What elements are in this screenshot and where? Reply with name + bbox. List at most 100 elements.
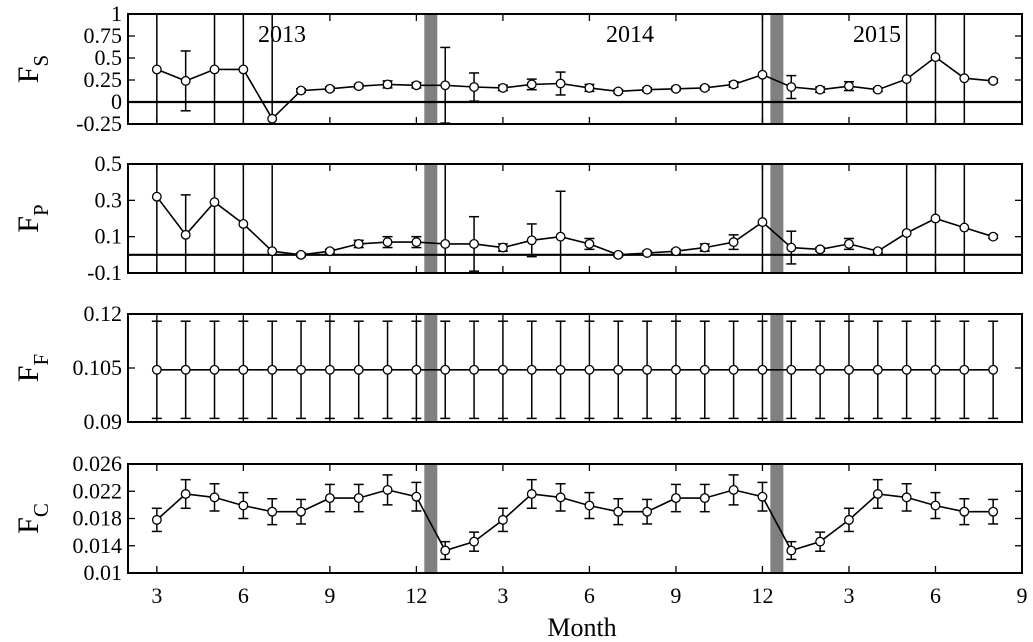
year-separator	[424, 164, 438, 273]
data-point	[930, 364, 941, 375]
data-point	[497, 82, 508, 93]
data-point	[613, 506, 624, 517]
y-axis-label: FS	[12, 55, 53, 83]
data-point	[497, 242, 508, 253]
data-point	[353, 81, 364, 92]
series-c	[151, 474, 999, 561]
data-point	[411, 80, 422, 91]
data-point	[209, 64, 220, 75]
data-point	[469, 82, 480, 92]
data-point	[584, 82, 595, 93]
data-point	[555, 231, 566, 242]
data-point	[988, 506, 999, 517]
data-point	[988, 231, 999, 242]
data-point	[613, 364, 624, 375]
y-tick-label: 0.12	[84, 301, 123, 326]
data-point	[584, 500, 595, 511]
data-point	[815, 536, 826, 547]
data-point	[324, 364, 335, 375]
data-point	[382, 484, 393, 495]
data-point	[555, 78, 566, 89]
data-point	[469, 364, 480, 375]
y-tick-label: 0.1	[95, 224, 123, 249]
data-point	[699, 493, 710, 504]
data-point	[872, 84, 883, 95]
data-point	[267, 364, 278, 375]
data-point	[296, 85, 306, 96]
data-point	[613, 86, 624, 97]
x-tick-label: 9	[324, 583, 335, 608]
data-point	[757, 364, 768, 375]
data-point	[786, 545, 797, 556]
y-tick-label: 0.25	[84, 67, 123, 92]
data-point	[901, 228, 912, 238]
year-separator	[424, 464, 438, 573]
data-point	[526, 235, 537, 246]
data-point	[872, 246, 883, 257]
data-point	[959, 73, 970, 84]
series-line	[156, 489, 994, 552]
axes-frame	[127, 463, 1023, 574]
data-point	[469, 238, 480, 249]
data-point	[584, 238, 595, 249]
data-point	[699, 364, 710, 375]
axes-frame	[127, 313, 1023, 423]
data-point	[469, 536, 480, 547]
data-point	[786, 364, 797, 375]
data-point	[555, 492, 566, 503]
panel-p: -0.1 0.1 0.3 0.5 FP	[12, 151, 1023, 285]
data-point	[872, 364, 883, 375]
data-point	[988, 364, 999, 375]
data-point	[440, 80, 451, 91]
data-point	[930, 500, 941, 511]
panel-f: 0.09 0.105 0.12 FF	[12, 301, 1023, 434]
year-separator	[770, 314, 784, 422]
data-point	[901, 364, 912, 375]
data-point	[844, 514, 854, 525]
y-tick-label: 0.5	[95, 151, 123, 176]
data-point	[440, 364, 451, 375]
data-point	[324, 83, 335, 94]
y-tick-label: 0.01	[84, 560, 123, 585]
y-tick-label: 0	[111, 89, 122, 114]
data-point	[151, 64, 162, 75]
year-label-2015: 2015	[853, 22, 901, 48]
data-point	[382, 364, 393, 375]
data-point	[728, 237, 739, 248]
y-tick-label: 1	[111, 1, 122, 26]
data-point	[815, 84, 826, 95]
year-separator	[770, 14, 784, 124]
data-point	[353, 364, 364, 375]
data-point	[526, 489, 537, 499]
x-tick-label: 6	[238, 583, 249, 608]
data-point	[815, 244, 826, 255]
data-point	[180, 75, 191, 86]
data-point	[699, 82, 710, 93]
data-point	[844, 238, 854, 249]
x-tick-label: 9	[670, 583, 681, 608]
data-point	[786, 242, 797, 253]
data-point	[670, 364, 681, 375]
data-point	[382, 79, 393, 90]
data-point	[411, 237, 422, 248]
data-point	[555, 364, 566, 375]
data-point	[296, 364, 306, 375]
year-separator	[770, 164, 784, 273]
data-point	[526, 79, 537, 90]
year-label-2013: 2013	[258, 22, 306, 48]
data-point	[728, 484, 739, 495]
data-point	[151, 514, 162, 525]
x-tick-label: 3	[843, 583, 854, 608]
y-tick-label: -0.1	[87, 260, 122, 285]
year-separator	[770, 464, 784, 573]
data-point	[440, 238, 451, 249]
y-tick-label: 0.5	[95, 45, 123, 70]
y-axis-label: FF	[12, 354, 53, 382]
data-point	[353, 493, 364, 504]
data-point	[209, 364, 220, 375]
data-point	[642, 248, 653, 258]
data-point	[728, 79, 739, 90]
data-point	[959, 506, 970, 517]
data-point	[699, 242, 710, 253]
year-separator	[424, 314, 438, 422]
